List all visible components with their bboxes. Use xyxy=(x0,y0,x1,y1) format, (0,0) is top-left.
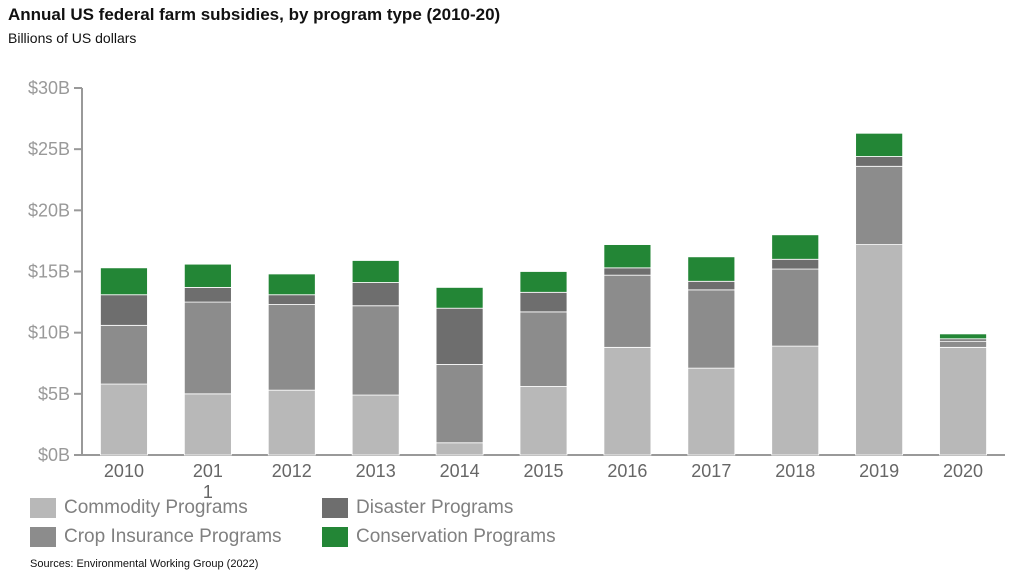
x-tick-label: 2010 xyxy=(104,461,144,481)
bar-segment-commodity-programs xyxy=(100,383,148,456)
bar-segment-conservation-programs xyxy=(267,273,316,296)
bar-segment-crop-insurance-programs xyxy=(939,340,987,348)
bar-segment-disaster-programs xyxy=(100,294,148,326)
bar-segment-disaster-programs xyxy=(855,156,904,167)
bar-segment-crop-insurance-programs xyxy=(435,364,484,444)
legend-label-crop-insurance: Crop Insurance Programs xyxy=(64,526,282,547)
x-tick-label: 2020 xyxy=(943,461,983,481)
x-tick-label: 2016 xyxy=(607,461,647,481)
bar-segment-conservation-programs xyxy=(603,244,652,269)
bar-segment-conservation-programs xyxy=(939,333,987,340)
bar-segment-commodity-programs xyxy=(939,346,987,456)
bar-segment-commodity-programs xyxy=(855,244,904,456)
legend-item-disaster: Disaster Programs xyxy=(322,497,513,519)
bar-segment-conservation-programs xyxy=(519,271,568,293)
bar-segment-conservation-programs xyxy=(351,260,400,283)
bar-segment-commodity-programs xyxy=(687,367,736,456)
legend-item-commodity: Commodity Programs xyxy=(30,497,248,519)
bar-segment-conservation-programs xyxy=(100,267,148,296)
legend-item-crop-insurance: Crop Insurance Programs xyxy=(30,526,282,548)
bar-segment-commodity-programs xyxy=(351,394,400,456)
bar-segment-commodity-programs xyxy=(267,389,316,456)
bar-segment-commodity-programs xyxy=(519,386,568,456)
bar-segment-disaster-programs xyxy=(435,307,484,365)
bar-segment-crop-insurance-programs xyxy=(183,301,232,395)
bar-segment-commodity-programs xyxy=(771,345,820,456)
y-tick-label: $15B xyxy=(28,262,70,282)
bar-segment-disaster-programs xyxy=(687,280,736,291)
bar-segment-crop-insurance-programs xyxy=(100,324,148,385)
legend-swatch-crop-insurance xyxy=(30,527,56,547)
bar-segment-conservation-programs xyxy=(771,234,820,260)
x-tick-label: 2013 xyxy=(356,461,396,481)
y-tick-label: $10B xyxy=(28,323,70,343)
bar-segment-conservation-programs xyxy=(855,132,904,157)
legend-swatch-commodity xyxy=(30,498,56,518)
bar-segment-crop-insurance-programs xyxy=(351,305,400,396)
x-tick-label: 2019 xyxy=(859,461,899,481)
y-tick-label: $0B xyxy=(38,445,70,465)
chart-title: Annual US federal farm subsidies, by pro… xyxy=(8,5,501,24)
bar-segment-commodity-programs xyxy=(183,393,232,456)
bar-segment-disaster-programs xyxy=(267,294,316,305)
bar-segment-conservation-programs xyxy=(183,263,232,288)
bar-segment-commodity-programs xyxy=(435,442,484,456)
legend-swatch-conservation xyxy=(322,527,348,547)
source-note: Sources: Environmental Working Group (20… xyxy=(30,558,259,570)
legend-swatch-disaster xyxy=(322,498,348,518)
y-tick-label: $5B xyxy=(38,384,70,404)
bar-segment-crop-insurance-programs xyxy=(771,268,820,347)
x-tick-label: 2014 xyxy=(440,461,480,481)
bar-segment-disaster-programs xyxy=(351,282,400,307)
bar-segment-disaster-programs xyxy=(603,267,652,276)
bar-segment-crop-insurance-programs xyxy=(687,289,736,369)
bar-segment-disaster-programs xyxy=(771,258,820,270)
bar-segment-conservation-programs xyxy=(687,256,736,282)
y-tick-label: $20B xyxy=(28,200,70,220)
legend-label-disaster: Disaster Programs xyxy=(356,497,514,518)
legend-label-commodity: Commodity Programs xyxy=(64,497,248,518)
bar-segment-crop-insurance-programs xyxy=(603,274,652,348)
chart-subtitle: Billions of US dollars xyxy=(8,30,137,46)
y-tick-label: $30B xyxy=(28,78,70,98)
bar-segment-crop-insurance-programs xyxy=(855,165,904,245)
bar-segment-disaster-programs xyxy=(519,291,568,313)
bar-segment-commodity-programs xyxy=(603,346,652,456)
legend-label-conservation: Conservation Programs xyxy=(356,526,556,547)
bar-segment-crop-insurance-programs xyxy=(519,311,568,387)
x-tick-label: 2018 xyxy=(775,461,815,481)
bar-segment-conservation-programs xyxy=(435,287,484,309)
x-tick-label: 2015 xyxy=(523,461,563,481)
y-tick-label: $25B xyxy=(28,139,70,159)
x-tick-label: 201 1 xyxy=(193,461,223,502)
x-tick-label: 2017 xyxy=(691,461,731,481)
legend-item-conservation: Conservation Programs xyxy=(322,526,556,548)
bar-segment-disaster-programs xyxy=(183,287,232,303)
x-tick-label: 2012 xyxy=(272,461,312,481)
bar-segment-crop-insurance-programs xyxy=(267,304,316,391)
